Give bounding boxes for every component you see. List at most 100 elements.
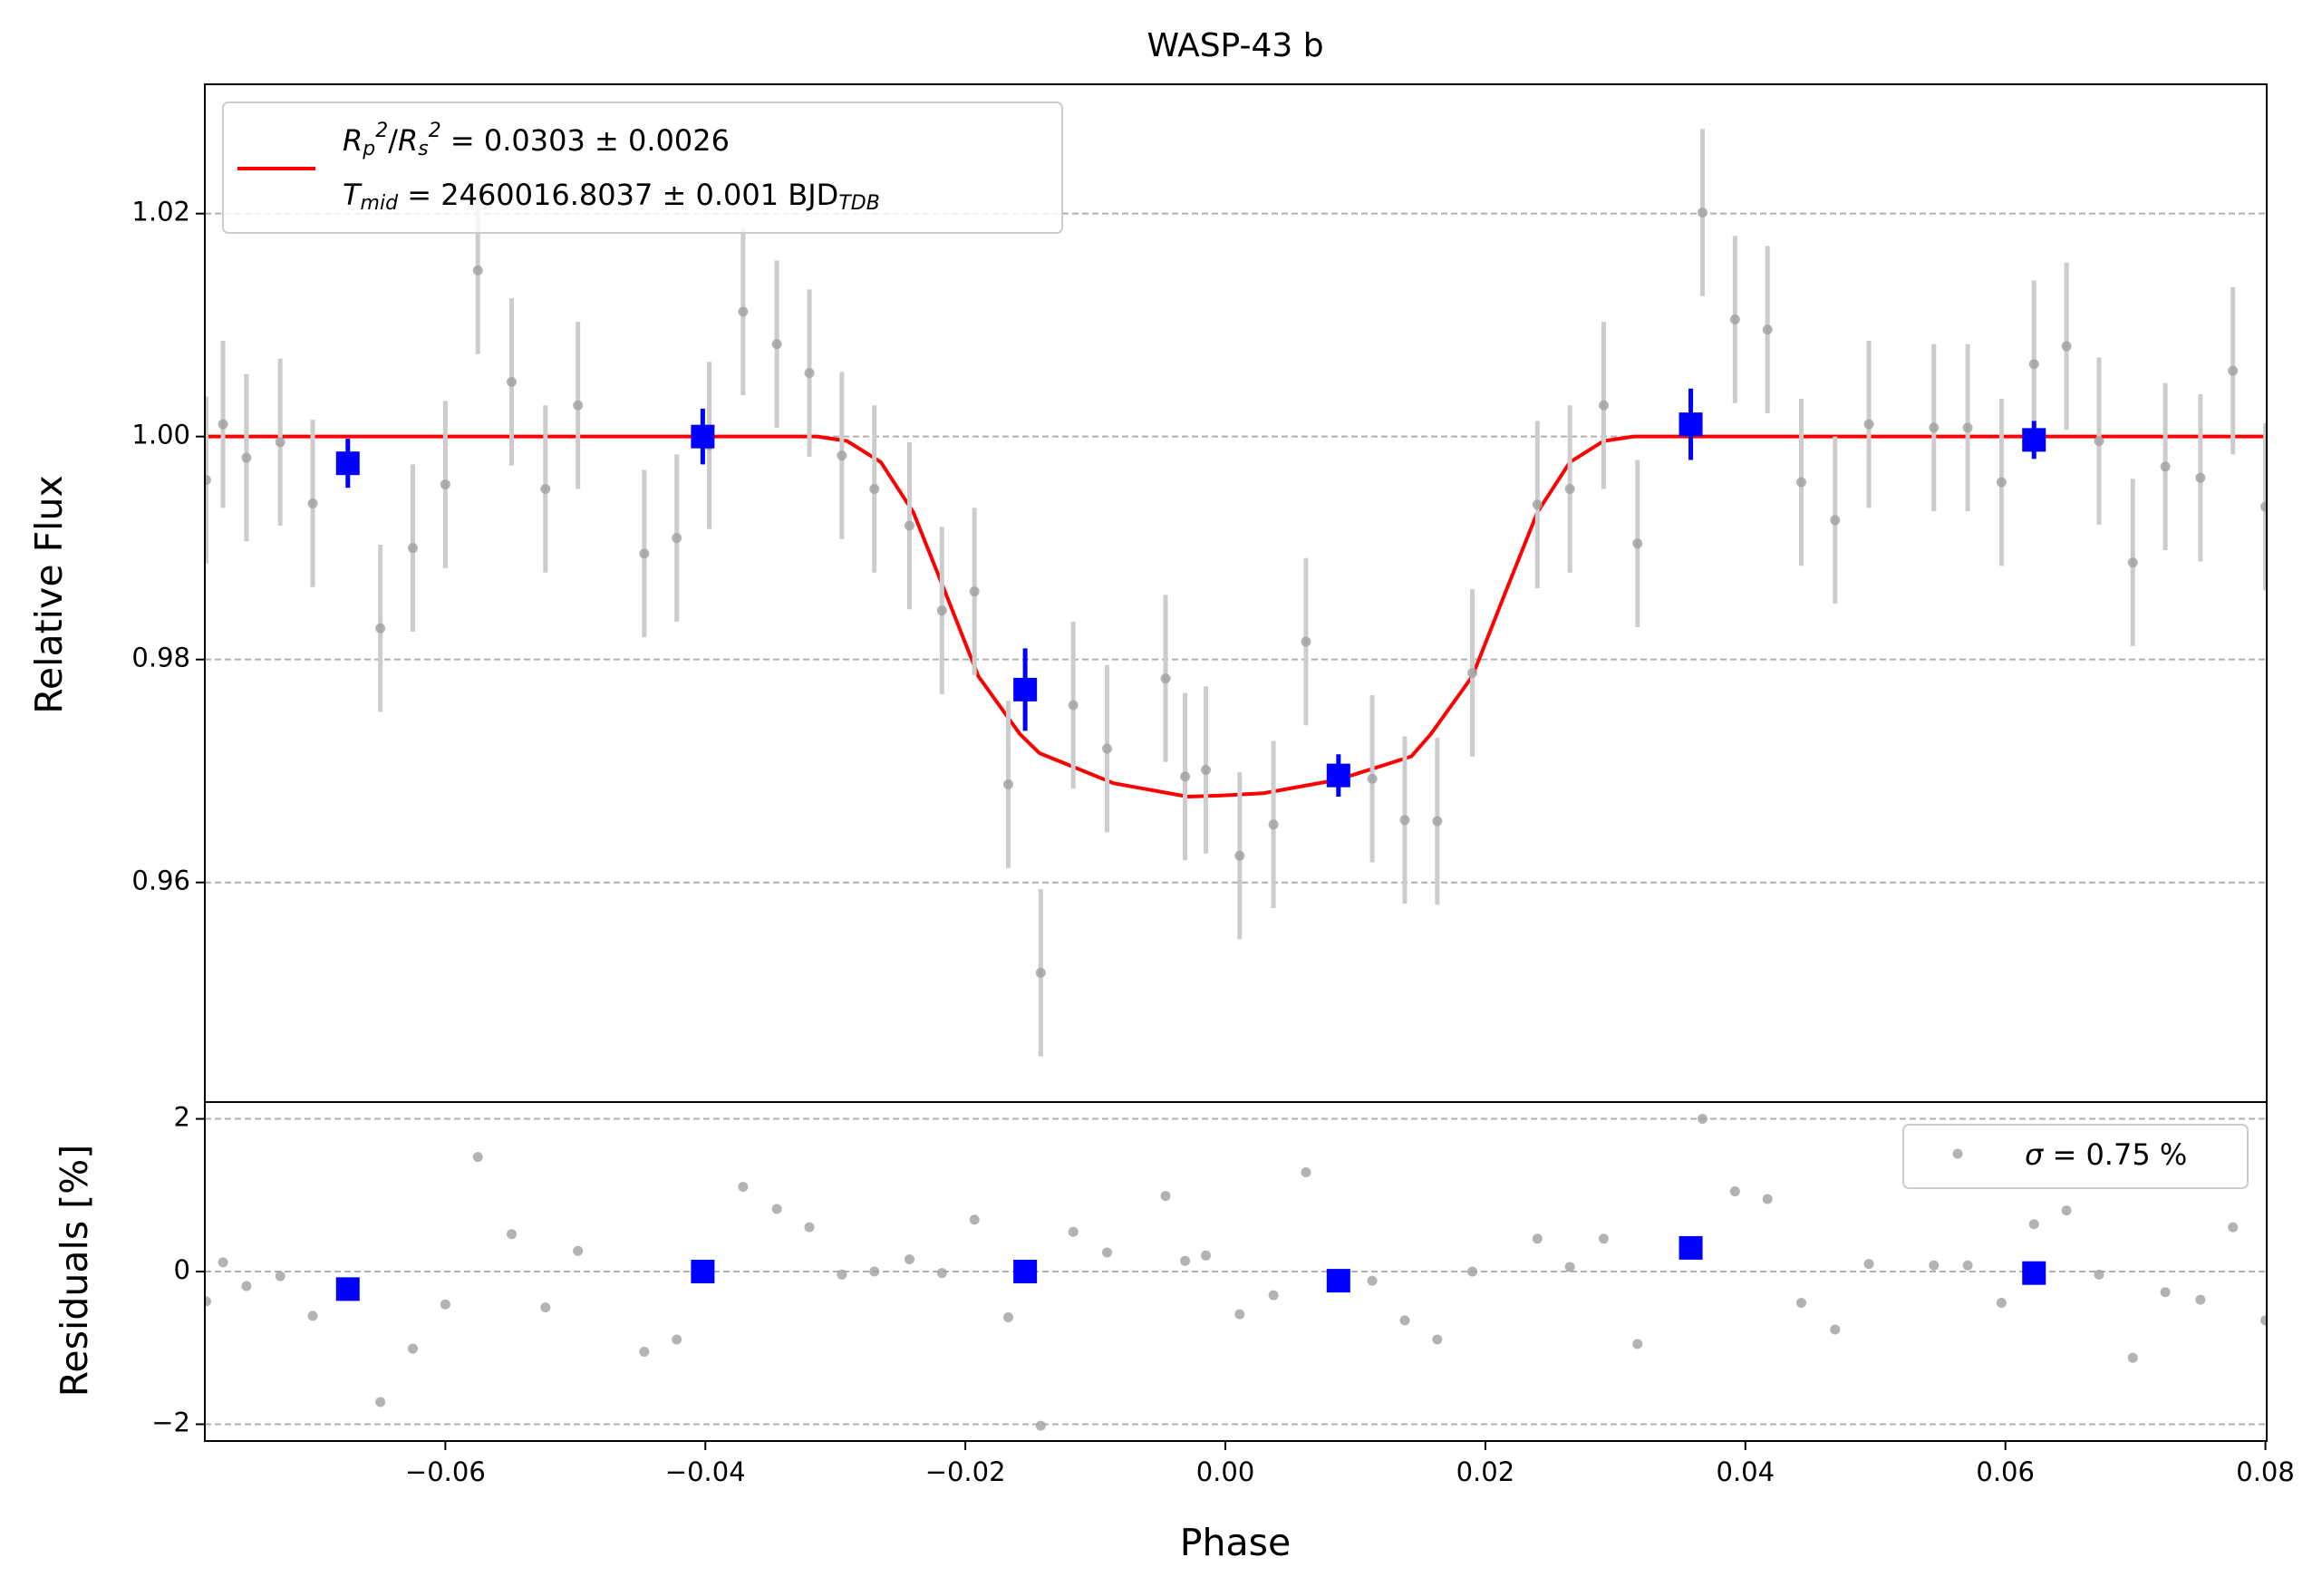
data-point <box>639 548 650 559</box>
data-point <box>969 1214 980 1225</box>
data-point <box>1201 1250 1212 1261</box>
data-point <box>1929 422 1940 433</box>
data-point <box>2260 501 2267 512</box>
legend-label-part: R <box>398 123 418 158</box>
x-axis-label: Phase <box>1180 1521 1291 1564</box>
data-point <box>1068 1226 1079 1237</box>
data-point <box>1564 483 1575 494</box>
data-point <box>375 1397 386 1407</box>
data-point <box>218 419 228 430</box>
data-point <box>1996 1298 2007 1309</box>
data-point <box>307 498 318 508</box>
data-point <box>2260 1315 2267 1326</box>
legend-label-part: T <box>343 178 363 212</box>
axes-frame <box>204 1101 2268 1442</box>
data-point <box>1564 1262 1575 1272</box>
data-point <box>1830 515 1841 526</box>
x-tick-label: 0.04 <box>1717 1456 1775 1487</box>
data-point <box>540 1302 551 1313</box>
data-point <box>2028 359 2039 370</box>
data-point <box>1532 1233 1543 1244</box>
data-point <box>1201 764 1212 775</box>
data-point <box>1929 1260 1940 1271</box>
data-point <box>1234 1309 1245 1320</box>
data-point <box>1962 1260 1973 1271</box>
data-point <box>804 368 815 379</box>
legend-label-part: TDB <box>838 192 879 215</box>
data-point <box>2061 1205 2072 1216</box>
y-tick-label: 0.98 <box>131 643 190 673</box>
data-point <box>1367 1275 1378 1286</box>
data-point <box>472 1152 483 1163</box>
data-point <box>2160 461 2171 472</box>
data-point <box>1301 636 1311 647</box>
data-point <box>1762 1194 1773 1204</box>
data-point <box>804 1222 815 1233</box>
data-point <box>672 1334 682 1345</box>
data-point <box>2195 472 2206 483</box>
model-line <box>205 434 2267 798</box>
chart-title: WASP-43 b <box>1146 27 1323 64</box>
data-point <box>1729 1186 1740 1197</box>
plot-area <box>205 129 2267 1057</box>
y-tick-label: 0 <box>174 1254 190 1285</box>
data-point <box>738 1182 749 1192</box>
y-axis-label: Residuals [%] <box>53 1145 96 1398</box>
data-point <box>1697 1114 1708 1125</box>
data-point <box>1101 743 1112 754</box>
data-point <box>691 1260 715 1283</box>
data-point <box>771 1204 782 1214</box>
y-tick-label: 1.00 <box>131 420 190 450</box>
data-point <box>771 339 782 350</box>
data-point <box>1367 773 1378 784</box>
data-point <box>1399 1315 1410 1326</box>
data-point <box>1234 850 1245 861</box>
data-point <box>335 451 360 476</box>
data-point <box>1697 207 1708 218</box>
data-point <box>1432 816 1443 827</box>
legend-label-part: R <box>343 123 363 158</box>
data-point <box>1326 763 1350 788</box>
data-point <box>1598 400 1609 411</box>
plot-area <box>205 1114 2267 1431</box>
x-tick-label: 0.02 <box>1456 1456 1515 1487</box>
data-point <box>1268 1290 1279 1301</box>
data-point <box>1002 1312 1013 1323</box>
data-point <box>241 452 252 463</box>
legend-label-part: = 2460016.8037 ± 0.001 BJD <box>398 178 838 212</box>
data-point <box>1467 667 1478 678</box>
legend-label-part: = 0.0303 ± 0.0026 <box>441 123 730 158</box>
x-tick-label: −0.02 <box>925 1456 1006 1487</box>
data-point <box>2160 1287 2171 1298</box>
legend-label-part: σ <box>2025 1137 2045 1172</box>
data-point <box>275 437 285 448</box>
data-point <box>904 1254 914 1265</box>
data-point <box>639 1346 650 1357</box>
legend-label: Tmid = 2460016.8037 ± 0.001 BJDTDB <box>343 178 880 215</box>
data-point <box>2228 1222 2239 1233</box>
data-point <box>375 623 386 634</box>
data-point <box>1180 771 1191 782</box>
data-point <box>1532 499 1543 510</box>
data-point <box>2061 341 2072 352</box>
data-point <box>2022 1261 2046 1285</box>
data-point <box>1830 1324 1841 1335</box>
data-point <box>837 450 847 461</box>
data-point <box>2127 557 2138 568</box>
y-tick-label: 0.96 <box>131 866 190 896</box>
data-point <box>1399 815 1410 826</box>
x-tick-label: 0.00 <box>1196 1456 1255 1487</box>
data-point <box>1160 673 1171 684</box>
data-point <box>1679 1235 1703 1260</box>
x-tick-label: 0.06 <box>1976 1456 2035 1487</box>
legend-label-part: 2 <box>429 120 441 142</box>
data-point <box>1268 819 1279 830</box>
legend-label-part: / <box>388 123 398 158</box>
data-point <box>2094 1269 2104 1280</box>
data-point <box>1962 422 1973 433</box>
x-tick-label: 0.08 <box>2236 1456 2295 1487</box>
data-point <box>738 306 749 317</box>
data-point <box>440 479 450 490</box>
data-point <box>1598 1233 1609 1244</box>
y-tick-label: 2 <box>174 1102 190 1133</box>
